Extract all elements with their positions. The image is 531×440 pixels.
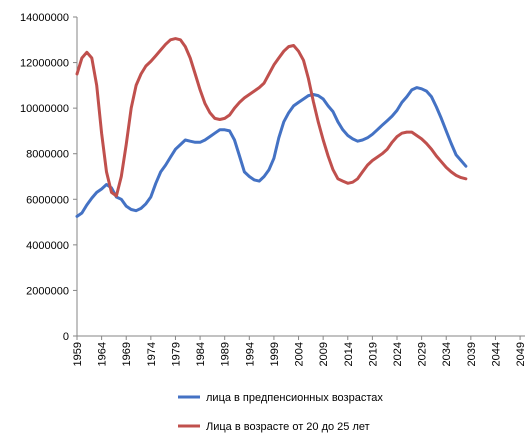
- series-group: [75, 37, 468, 218]
- x-tick-label: 2004: [294, 342, 306, 366]
- x-tick-label: 1984: [195, 342, 207, 366]
- x-tick-label: 2049: [515, 342, 527, 366]
- x-tick-label: 2039: [466, 342, 478, 366]
- x-tick-label: 1959: [72, 342, 84, 366]
- legend-label-2: Лица в возрасте от 20 до 25 лет: [206, 421, 370, 433]
- x-tick-label: 2029: [417, 342, 429, 366]
- x-tick-label: 2044: [490, 342, 502, 366]
- y-tick-label: 10000000: [20, 103, 69, 115]
- x-tick-label: 1964: [97, 342, 109, 366]
- x-tick-label: 2034: [441, 342, 453, 366]
- x-tick-label: 2024: [392, 342, 404, 366]
- x-tick-label: 2019: [367, 342, 379, 366]
- y-tick-label: 14000000: [20, 12, 69, 24]
- x-tick-label: 2014: [343, 342, 355, 366]
- legend: лица в предпенсионных возрастах Лица в во…: [178, 392, 383, 433]
- y-tick-label: 8000000: [26, 149, 69, 161]
- y-tick-label: 4000000: [26, 240, 69, 252]
- series-line-1: [75, 86, 468, 218]
- x-tick-label: 1994: [244, 342, 256, 366]
- x-tick-label: 2009: [318, 342, 330, 366]
- x-axis: 1959 1964 1969 1974 1979 1984 1989 1994 1999 2004…: [72, 335, 527, 366]
- x-tick-label: 1989: [220, 342, 232, 366]
- x-tick-label: 1969: [121, 342, 133, 366]
- y-axis: 0 2000000 4000000 6000000 8000000 10000000 120…: [20, 12, 78, 343]
- y-tick-label: 2000000: [26, 285, 69, 297]
- series-line-2: [75, 37, 468, 198]
- x-tick-label: 1974: [146, 342, 158, 366]
- x-tick-label: 1979: [170, 342, 182, 366]
- y-tick-label: 6000000: [26, 194, 69, 206]
- y-tick-label: 12000000: [20, 58, 69, 70]
- x-tick-label: 1999: [269, 342, 281, 366]
- legend-label-1: лица в предпенсионных возрастах: [206, 392, 383, 404]
- y-tick-label: 0: [63, 331, 69, 343]
